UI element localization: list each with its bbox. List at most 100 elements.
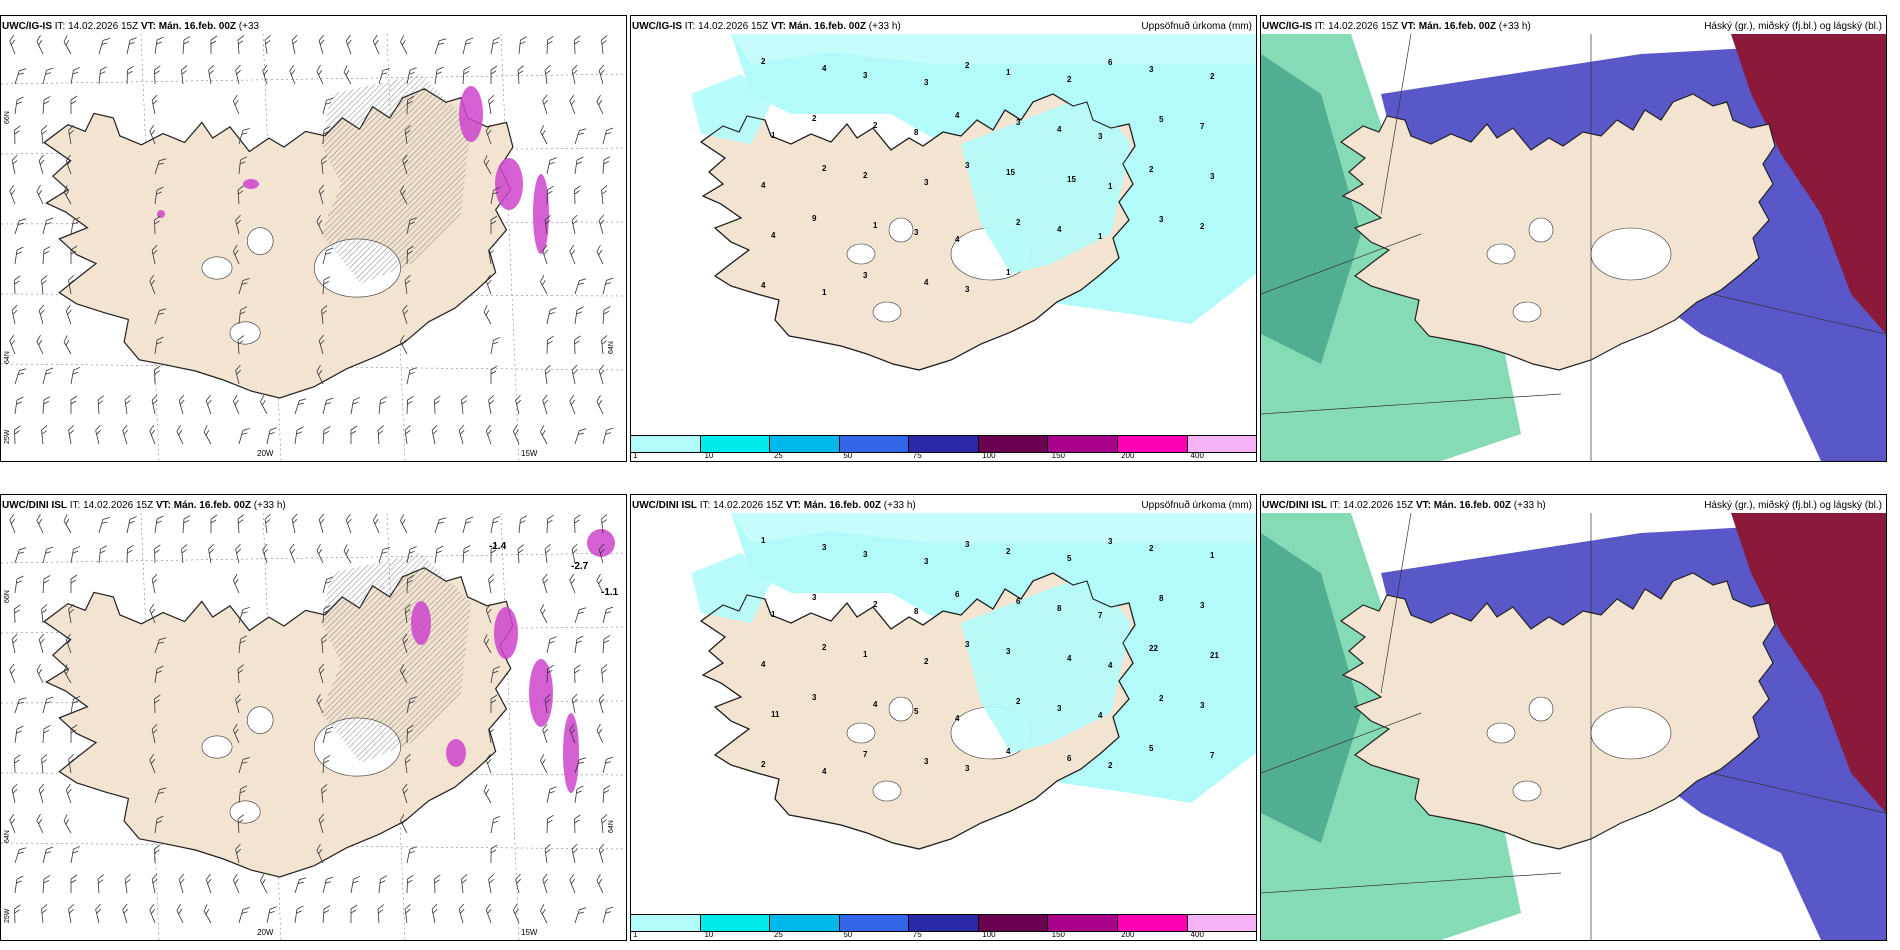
wind-panel-igis: UWC/IG-IS IT: 14.02.2026 15Z VT: Mán. 16… — [0, 15, 627, 462]
wind-barb — [126, 65, 134, 85]
wind-barb — [238, 427, 250, 445]
glacier-shape — [246, 227, 274, 255]
wind-barb — [98, 66, 108, 85]
wind-barb — [318, 184, 325, 205]
wind-barb — [350, 904, 358, 923]
wind-barb — [596, 573, 604, 594]
wind-barb — [70, 245, 78, 264]
wind-barb — [345, 34, 352, 55]
lead-time: (+33 h) — [868, 21, 901, 32]
wind-barb — [434, 874, 441, 894]
wind-barb — [182, 515, 191, 534]
wind-barb — [546, 335, 554, 355]
wind-barb — [289, 64, 296, 85]
wind-barb — [400, 35, 408, 55]
precip-blob — [494, 607, 518, 659]
glacier-shape — [1512, 780, 1542, 802]
wind-barb — [542, 573, 549, 594]
wind-barb — [544, 365, 551, 385]
lead-time: (+33 h) — [253, 500, 286, 511]
precip-value-label: 7 — [863, 750, 868, 759]
wind-barb — [596, 94, 604, 115]
precip-value-label: 2 — [924, 657, 929, 666]
precip-value-label: 7 — [1098, 611, 1103, 620]
wind-barb — [461, 395, 468, 415]
wind-barb — [483, 305, 492, 325]
wind-barb — [208, 543, 215, 564]
wind-barb — [232, 873, 240, 894]
wind-barb — [154, 65, 161, 85]
wind-barb — [42, 396, 51, 415]
precip-value-label: 3 — [965, 640, 970, 649]
wind-barb — [598, 214, 605, 235]
wind-barb — [9, 513, 16, 534]
precip-blob — [587, 529, 615, 557]
wind-barb — [68, 424, 75, 445]
wind-barb — [598, 693, 605, 714]
colorbar-tick-label: 400 — [1190, 930, 1204, 939]
wind-barb — [343, 544, 352, 564]
wind-barb — [490, 65, 498, 84]
wind-barb — [574, 757, 587, 774]
wind-barb — [294, 905, 304, 924]
wind-barb — [149, 124, 156, 145]
wind-barb — [569, 94, 576, 115]
wind-barb — [490, 186, 501, 205]
wind-barb — [318, 334, 325, 355]
precip-value-label: 3 — [965, 161, 970, 170]
wind-barb — [316, 214, 324, 235]
wind-barb — [97, 874, 104, 894]
wind-barb — [490, 815, 501, 834]
wind-barb — [322, 276, 331, 295]
wind-barb — [237, 35, 244, 55]
wind-barb — [404, 904, 411, 924]
low-cloud — [1261, 54, 1361, 364]
wind-barb — [404, 125, 411, 145]
precip-blob — [495, 158, 523, 210]
precip-value-label: 3 — [965, 764, 970, 773]
precip-value-label: 3 — [822, 543, 827, 552]
wind-barb — [574, 907, 587, 924]
wind-barb — [574, 664, 581, 684]
wind-barb — [63, 335, 72, 355]
precip-value-label: 3 — [1200, 601, 1205, 610]
low-cloud — [1261, 533, 1361, 843]
graticule-line — [1, 700, 626, 704]
precip-value-label: 2 — [1159, 694, 1164, 703]
panel-header: UWC/DINI ISL IT: 14.02.2026 15Z VT: Mán.… — [2, 499, 622, 512]
wind-barb — [462, 66, 471, 85]
precip-value-label: 21 — [1210, 651, 1219, 660]
sector-line — [1710, 772, 1886, 814]
wind-barb — [490, 544, 498, 563]
wind-barb — [462, 545, 471, 564]
wind-barb — [546, 157, 557, 175]
precip-value-label: 6 — [955, 590, 960, 599]
wind-barb — [544, 694, 551, 714]
wind-barb — [602, 277, 614, 295]
wind-barb — [544, 215, 551, 235]
colorbar-tick-label: 1 — [633, 930, 638, 939]
wind-barb — [483, 634, 492, 654]
wind-barb — [574, 185, 581, 205]
precip-value-label: 2 — [863, 171, 868, 180]
wind-barb — [569, 573, 576, 594]
wind-barb — [490, 694, 498, 713]
lead-time: (+33 h) — [1513, 500, 1546, 511]
iceland-landmass — [1339, 572, 1776, 850]
wind-barb — [490, 844, 498, 863]
lon-label: 15W — [521, 928, 538, 937]
wind-barb — [154, 186, 164, 205]
wind-barb — [70, 95, 78, 114]
precip-value-label: 1 — [863, 650, 868, 659]
precip-map: 1333325321132866878342123344222111345423… — [691, 513, 1256, 850]
wind-barb — [294, 877, 307, 894]
colorbar-tick-label: 150 — [1051, 930, 1066, 939]
wind-barb — [126, 516, 137, 534]
wind-barb — [601, 335, 608, 355]
precip-value-label: 4 — [822, 64, 827, 73]
precip-value-label: 3 — [1159, 215, 1164, 224]
wind-barb — [406, 367, 417, 385]
colorbar-ticks: 1 10 25 50 75 100 150 200 400 — [631, 930, 1256, 940]
graticule-line — [1, 842, 626, 850]
precip-value-label: 4 — [761, 281, 766, 290]
